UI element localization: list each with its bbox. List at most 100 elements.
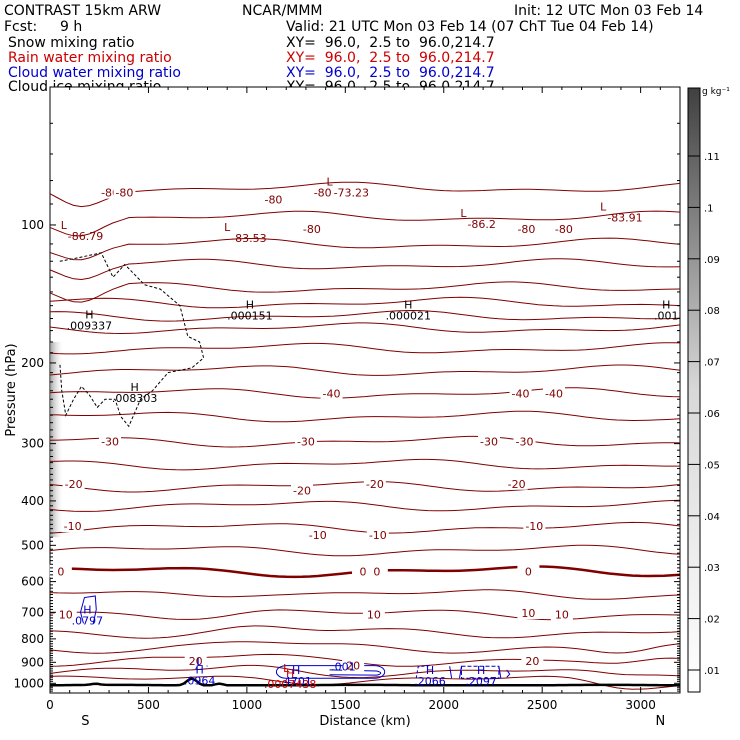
colorbar-tick-label: .07 [704, 358, 720, 369]
extremum-value: .2097 [465, 675, 497, 688]
isotherm-label-bg [306, 528, 329, 542]
extremum-value: -73.23 [334, 186, 369, 199]
isotherm-line [49, 364, 681, 376]
isotherm-label: -80 [115, 187, 133, 200]
isotherm-label-bg [311, 185, 334, 199]
extremum-marker: H [426, 664, 434, 677]
isotherm-label-bg [521, 653, 544, 667]
extremum-value: .0007438 [264, 678, 317, 691]
isotherm-label-bg [366, 528, 389, 542]
extremum-marker: H [662, 298, 670, 311]
colorbar-tick-label: .01 [704, 666, 720, 677]
isotherm-label-bg [365, 564, 388, 578]
extremum-value: -86.2 [467, 218, 495, 231]
isotherm-label: -30 [480, 436, 498, 449]
extremum-marker: H [286, 667, 294, 680]
extremum-value: .001 [654, 309, 679, 322]
valid-time: Valid: 21 UTC Mon 03 Feb 14 (07 ChT Tue … [286, 19, 654, 35]
terrain-line [49, 676, 680, 687]
init-time: Init: 12 UTC Mon 03 Feb 14 [514, 3, 704, 19]
extremum-marker: H [477, 664, 485, 677]
colorbar-tick-label: .09 [704, 255, 720, 266]
x-end-label-right: N [655, 714, 665, 729]
isotherm-line [49, 589, 681, 600]
isotherm-label-bg [478, 434, 501, 448]
colorbar-unit: g kg⁻¹ [702, 87, 730, 97]
isotherm-label-bg [362, 607, 385, 621]
isotherm-label-bg [513, 434, 536, 448]
colorbar-tick-label: .04 [704, 512, 720, 523]
isotherm-label-bg [505, 476, 528, 490]
isotherm-label-bg [552, 221, 575, 235]
cloud-water-contour [329, 669, 382, 676]
isotherm-label: -80 [303, 223, 321, 236]
isotherm-label: 20 [346, 659, 360, 672]
colorbar-tick-label: .06 [704, 409, 720, 420]
isotherm-line [49, 258, 681, 281]
extremum-marker: L [224, 221, 231, 234]
forecast-label: Fcst: [4, 19, 38, 35]
isotherm-line [49, 653, 681, 667]
isotherm-label-bg [294, 434, 317, 448]
isotherm-line [49, 664, 681, 679]
field-xy-cloud-water: XY= 96.0, 2.5 to 96.0,214.7 [286, 65, 495, 81]
y-tick-label: 1000 [13, 676, 44, 690]
isotherm-layer [49, 181, 681, 690]
y-tick-label: 200 [21, 356, 44, 370]
isotherm-label-bg [543, 386, 565, 400]
isotherm-label-bg [54, 607, 77, 621]
cloud-water-contour-layer [79, 595, 511, 679]
isotherm-label: -30 [101, 436, 119, 449]
isotherm-line [49, 322, 681, 335]
x-tick-label: 3000 [625, 698, 656, 712]
isotherm-label-bg [517, 564, 540, 578]
isotherm-label: 10 [555, 609, 569, 622]
isotherm-label: -30 [297, 436, 315, 449]
isotherm-label-bg [184, 653, 207, 667]
extremum-value: -83.53 [231, 232, 266, 245]
isotherm-label-bg [320, 386, 343, 400]
extremum-marker: H [83, 604, 91, 617]
isotherm-line [49, 210, 681, 237]
isotherm-label-bg [113, 185, 136, 199]
cloud-ice-shading [50, 341, 64, 538]
cloud-water-contour [79, 595, 97, 624]
isotherm-label: -40 [323, 387, 341, 400]
isotherm-line [49, 237, 681, 261]
extremum-marker: H [246, 298, 254, 311]
isotherm-line [49, 181, 681, 208]
forecast-hour: 9 h [60, 19, 83, 35]
extremum-value: .009337 [67, 320, 113, 333]
isotherm-label-bg [523, 519, 546, 533]
isotherm-label: -10 [369, 529, 387, 542]
isotherm-line [49, 544, 681, 557]
y-tick-label: 500 [21, 538, 44, 552]
y-axis-title: Pressure (hPa) [4, 343, 19, 436]
isotherm-label: -20 [508, 478, 526, 491]
isotherm-label: 10 [59, 609, 73, 622]
isotherm-label: -10 [525, 520, 543, 533]
isotherm-label: -80 [517, 223, 535, 236]
isotherm-label: -80 [555, 223, 573, 236]
colorbar-tick-label: .03 [704, 563, 720, 574]
colorbar-tick-label: .08 [704, 306, 720, 317]
x-end-label-left: S [81, 714, 89, 729]
extremum-value: .000151 [227, 309, 273, 322]
isotherm-label-bg [342, 658, 365, 672]
isotherm-label: -30 [515, 436, 533, 449]
field-xy-rain: XY= 96.0, 2.5 to 96.0,214.7 [286, 50, 495, 66]
cloud-water-label: .001 [331, 661, 356, 674]
isotherm-label-bg [62, 476, 85, 490]
cloud-water-contour [275, 665, 386, 679]
field-xy-snow: XY= 96.0, 2.5 to 96.0,214.7 [286, 35, 495, 51]
cloud-ice-shade [50, 341, 64, 538]
field-name-cloud-water: Cloud water mixing ratio [8, 65, 181, 81]
plot-area [49, 86, 681, 694]
cloud-water-contour [460, 665, 500, 679]
extremum-marker: H [292, 664, 300, 677]
extremum-value: .008303 [112, 392, 158, 405]
snow-contour-layer [59, 252, 205, 428]
isotherm-line [49, 521, 681, 534]
isotherm-line [49, 309, 681, 322]
